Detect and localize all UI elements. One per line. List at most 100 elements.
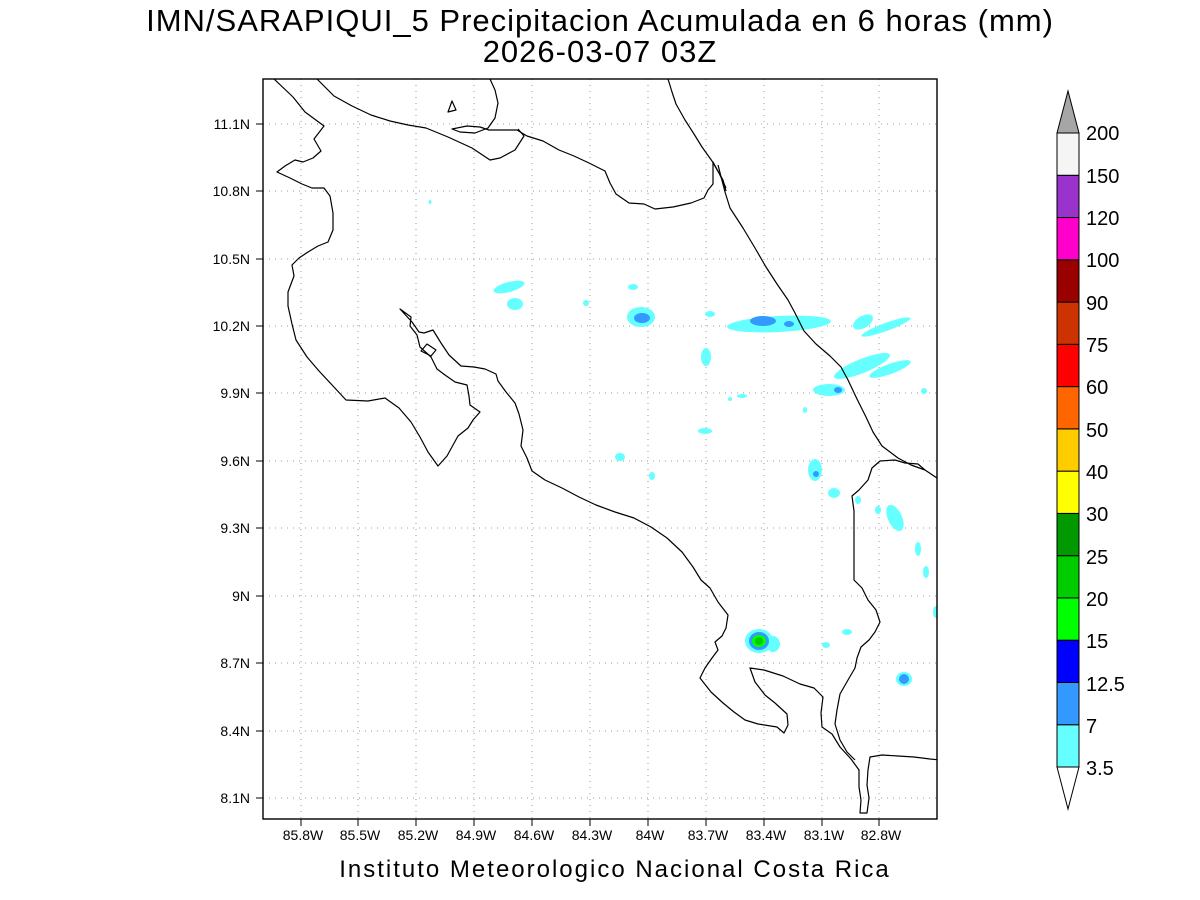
rain-cell [822, 642, 830, 648]
colorbar-label: 3.5 [1086, 758, 1114, 780]
colorbar: 3.5 7 12.5 15 20 25 30 40 50 60 75 90 10… [1056, 89, 1125, 811]
colorbar-under-arrow [1056, 766, 1080, 811]
lon-tick-label: 82.8W [861, 827, 902, 843]
rain-cell [813, 471, 819, 477]
island-2 [420, 343, 437, 357]
lon-tick-label: 85.2W [398, 827, 439, 843]
longitude-axis: 85.8W 85.5W 85.2W 84.9W 84.6W 84.3W 84W … [283, 819, 902, 843]
colorbar-label: 30 [1086, 504, 1108, 526]
lake-nicaragua-shore [316, 79, 525, 161]
colorbar-label: 75 [1086, 335, 1108, 357]
rain-cell [861, 317, 911, 337]
rain-cell [813, 384, 845, 396]
rain-cell [921, 388, 927, 394]
rain-cell [834, 353, 890, 379]
colorbar-label: 100 [1086, 250, 1119, 272]
rain-cell [886, 504, 904, 532]
rain-cell [615, 453, 625, 461]
rain-cell [915, 542, 921, 556]
rain-cell [634, 313, 650, 323]
pacific-coastline [273, 79, 937, 814]
precipitation-fields [428, 200, 937, 686]
rain-cell [701, 348, 711, 366]
nicaragua-coast [667, 79, 727, 192]
panama-border [834, 459, 926, 761]
chart-subtitle-date: 2026-03-07 03Z [482, 34, 718, 69]
colorbar-swatch [1056, 343, 1080, 388]
rain-cell [705, 311, 715, 317]
rain-cell [828, 488, 840, 498]
rain-cell [583, 300, 589, 306]
colorbar-label: 200 [1086, 123, 1119, 145]
lat-tick-label: 8.4N [220, 723, 250, 739]
colorbar-swatch [1056, 681, 1080, 726]
rain-cell [737, 394, 747, 398]
lon-tick-label: 83.1W [804, 827, 845, 843]
rain-cell [834, 387, 842, 393]
colorbar-swatch [1056, 217, 1080, 261]
colorbar-label: 90 [1086, 293, 1108, 315]
map-frame [262, 78, 938, 820]
northern-border [451, 79, 727, 210]
colorbar-label: 12.5 [1086, 674, 1125, 696]
footer-credit: Instituto Meteorologico Nacional Costa R… [339, 856, 891, 883]
rain-cell [803, 407, 807, 413]
colorbar-label: 150 [1086, 166, 1119, 188]
colorbar-label: 120 [1086, 208, 1119, 230]
lon-tick-label: 85.5W [340, 827, 381, 843]
colorbar-label: 60 [1086, 377, 1108, 399]
lat-tick-label: 10.8N [213, 183, 250, 199]
colorbar-swatch [1056, 555, 1080, 599]
colorbar-label: 7 [1086, 716, 1097, 738]
lat-tick-label: 9.9N [220, 385, 250, 401]
rain-cell [923, 566, 929, 578]
colorbar-swatch [1056, 597, 1080, 641]
rain-cell [933, 606, 937, 618]
lat-tick-label: 9.3N [220, 520, 250, 536]
rain-cell [649, 472, 655, 480]
lon-tick-label: 83.4W [746, 827, 787, 843]
lat-tick-label: 8.1N [220, 790, 250, 806]
latitude-axis: 11.1N 10.8N 10.5N 10.2N 9.9N 9.6N 9.3N 9… [213, 116, 263, 806]
lon-tick-label: 84W [636, 827, 666, 843]
colorbar-swatch [1056, 386, 1080, 430]
lat-tick-label: 10.2N [213, 318, 250, 334]
colorbar-swatch [1056, 259, 1080, 303]
colorbar-swatch [1056, 428, 1080, 472]
colorbar-swatch [1056, 301, 1080, 345]
lat-tick-label: 9.6N [220, 453, 250, 469]
lon-tick-label: 85.8W [283, 827, 324, 843]
lat-tick-label: 8.7N [220, 655, 250, 671]
rain-cell [428, 200, 432, 204]
colorbar-swatch [1056, 132, 1080, 176]
colorbar-label: 25 [1086, 547, 1108, 569]
lon-tick-label: 84.9W [456, 827, 497, 843]
rain-cell [875, 506, 881, 514]
rain-cell [698, 428, 712, 434]
colorbar-swatch [1056, 724, 1080, 768]
colorbar-over-arrow [1056, 89, 1080, 134]
colorbar-label: 50 [1086, 420, 1108, 442]
lon-tick-label: 84.6W [514, 827, 555, 843]
colorbar-label: 20 [1086, 589, 1108, 611]
lat-tick-label: 10.5N [213, 251, 250, 267]
rain-cell [842, 629, 852, 635]
colorbar-swatch [1056, 639, 1080, 683]
rain-cell [784, 321, 794, 327]
rain-cell [493, 280, 525, 294]
rain-cell [755, 637, 763, 645]
rain-cell [869, 360, 911, 378]
colorbar-swatch [1056, 470, 1080, 514]
rain-cell [628, 284, 638, 290]
chart-title: IMN/SARAPIQUI_5 Precipitacion Acumulada … [146, 3, 1054, 38]
rain-cell [808, 459, 822, 481]
colorbar-swatch [1056, 512, 1080, 557]
colorbar-label: 15 [1086, 631, 1108, 653]
lat-tick-label: 9N [232, 588, 250, 604]
caribbean-coastline [717, 164, 937, 479]
rain-cell [750, 316, 776, 326]
lon-tick-label: 83.7W [688, 827, 729, 843]
map-grid [263, 79, 937, 819]
island-1 [447, 100, 457, 113]
